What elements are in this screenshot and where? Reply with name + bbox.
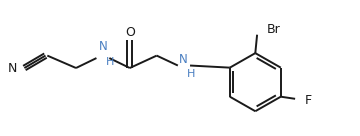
Text: H: H	[186, 69, 195, 79]
Text: N: N	[179, 52, 188, 66]
Text: O: O	[125, 26, 135, 39]
Text: H: H	[106, 57, 114, 67]
Text: F: F	[305, 94, 312, 107]
Text: N: N	[8, 61, 17, 75]
Text: Br: Br	[267, 23, 281, 36]
Text: N: N	[99, 40, 107, 53]
